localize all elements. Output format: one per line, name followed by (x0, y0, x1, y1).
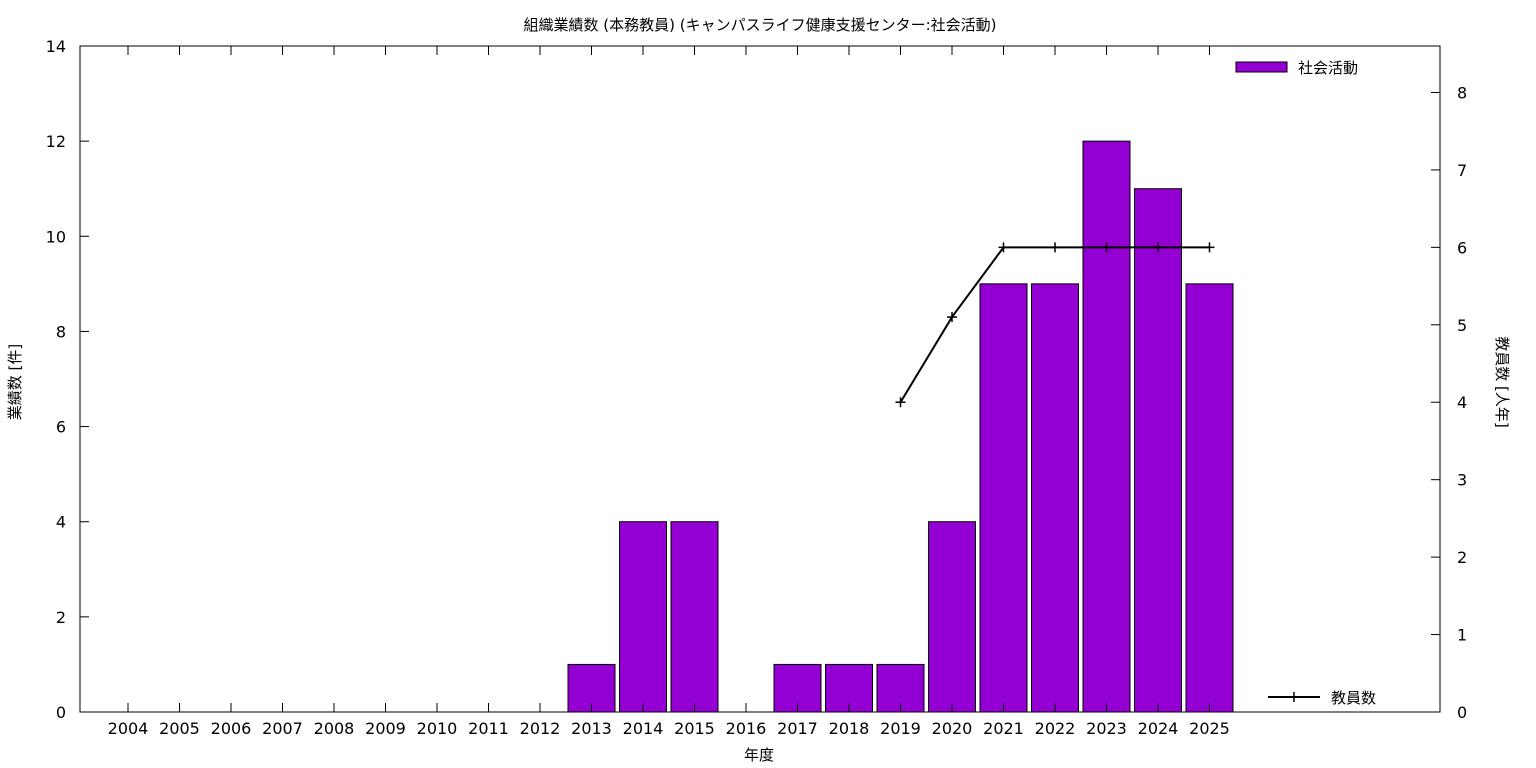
y-tick-label: 8 (56, 322, 66, 341)
bar (1082, 140, 1131, 713)
x-tick-label: 2015 (674, 719, 715, 738)
y-tick-label: 0 (56, 703, 66, 722)
line-layer (895, 242, 1215, 408)
bar (1031, 283, 1079, 713)
y2-tick-label: 3 (1457, 471, 1467, 490)
y2-tick-label: 4 (1457, 393, 1467, 412)
x-axis-label: 年度 (744, 746, 774, 764)
x-tick-label: 2017 (777, 719, 818, 738)
legend: 社会活動 教員数 (1235, 59, 1376, 707)
line-point (1153, 242, 1163, 253)
y2-axis-label: 教員数 [人年] (1493, 336, 1511, 427)
plot-frame (79, 45, 1441, 713)
x-tick-label: 2022 (1035, 719, 1076, 738)
x-tick-label: 2007 (262, 719, 303, 738)
bar (1134, 188, 1182, 713)
legend-line-label: 教員数 (1331, 689, 1376, 707)
x-tick-label: 2006 (211, 719, 252, 738)
line-point (1204, 242, 1215, 253)
y-tick-label: 6 (56, 418, 66, 437)
bar (979, 283, 1028, 713)
legend-bar-swatch (1235, 61, 1288, 73)
x-tick-label: 2009 (365, 719, 406, 738)
y-tick-label: 14 (46, 37, 66, 56)
y-axis-label: 業績数 [件] (6, 344, 24, 420)
chart-title: 組織業績数 (本務教員) (キャンパスライフ健康支援センター:社会活動) (523, 16, 996, 34)
line-point (1101, 242, 1112, 253)
bar (619, 521, 667, 713)
y2-tick-label: 1 (1457, 626, 1467, 645)
y-tick-label: 12 (46, 132, 66, 151)
line-point (947, 312, 957, 323)
line-point (1050, 242, 1060, 253)
line-point (998, 242, 1009, 253)
x-tick-label: 2013 (571, 719, 612, 738)
y2-tick-label: 8 (1457, 83, 1467, 102)
x-tick-label: 2010 (417, 719, 458, 738)
x-tick-label: 2012 (520, 719, 561, 738)
x-tick-label: 2019 (880, 719, 921, 738)
line-point (895, 397, 906, 408)
y2-tick-label: 5 (1457, 316, 1467, 335)
x-tick-label: 2016 (726, 719, 767, 738)
x-tick-label: 2020 (932, 719, 973, 738)
bar (1185, 283, 1234, 713)
bar (825, 663, 873, 713)
bar (670, 521, 719, 713)
x-tick-label: 2021 (983, 719, 1024, 738)
x-tick-label: 2008 (314, 719, 355, 738)
x-tick-label: 2024 (1138, 719, 1179, 738)
y-tick-label: 4 (56, 513, 66, 532)
legend-bar-label: 社会活動 (1298, 59, 1358, 77)
bar (928, 521, 976, 713)
x-tick-label: 2004 (108, 719, 149, 738)
x-tick-label: 2005 (159, 719, 200, 738)
x-tick-label: 2018 (829, 719, 870, 738)
y-tick-label: 2 (56, 608, 66, 627)
x-tick-label: 2023 (1086, 719, 1127, 738)
y2-tick-label: 0 (1457, 703, 1467, 722)
y2-tick-label: 6 (1457, 238, 1467, 257)
x-tick-label: 2011 (468, 719, 509, 738)
x-tick-label: 2014 (623, 719, 664, 738)
y2-tick-label: 7 (1457, 161, 1467, 180)
y2-tick-label: 2 (1457, 548, 1467, 567)
bars-layer (567, 140, 1234, 713)
y-tick-label: 10 (46, 227, 66, 246)
x-tick-label: 2025 (1189, 719, 1230, 738)
